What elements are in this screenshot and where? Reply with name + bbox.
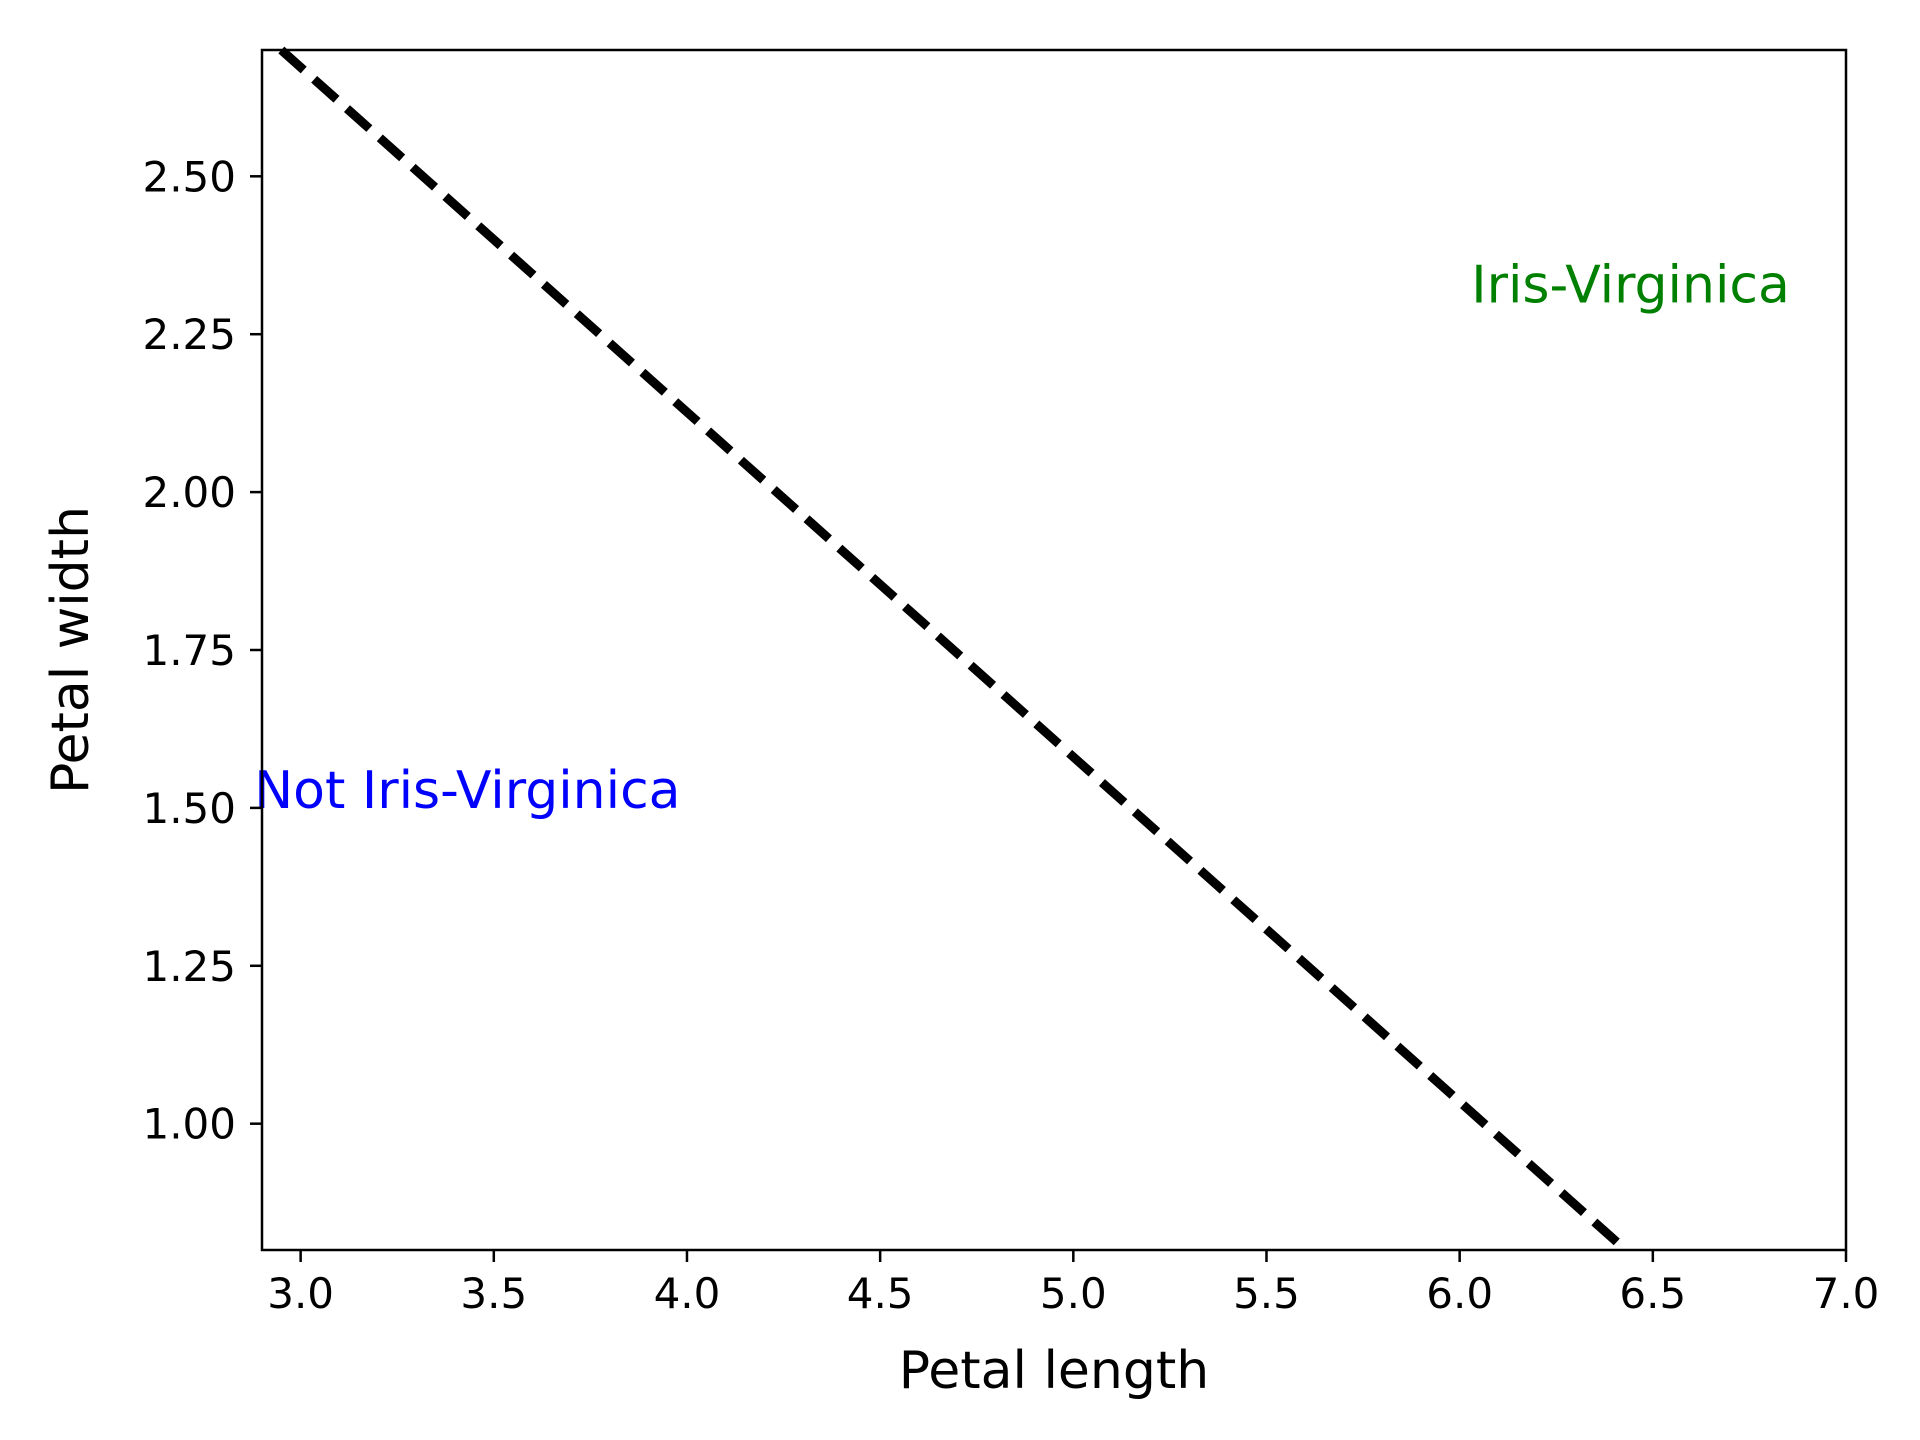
- x-tick-label: 6.0: [1426, 1269, 1493, 1318]
- y-axis-label: Petal width: [41, 506, 101, 794]
- y-tick-label: 2.25: [142, 310, 236, 359]
- x-tick-label: 3.5: [460, 1269, 527, 1318]
- y-tick-label: 1.00: [142, 1100, 236, 1149]
- x-tick-label: 4.0: [654, 1269, 721, 1318]
- x-tick-label: 4.5: [847, 1269, 914, 1318]
- y-tick-label: 1.50: [142, 784, 236, 833]
- y-axis: 1.00 1.25 1.50 1.75 2.00 2.25 2.50: [142, 152, 262, 1149]
- y-tick-label: 2.00: [142, 468, 236, 517]
- decision-boundary-layer: [278, 46, 1629, 1254]
- x-axis-label: Petal length: [899, 1341, 1209, 1401]
- x-tick-label: 6.5: [1619, 1269, 1686, 1318]
- annotation-layer: Iris-Virginica Not Iris-Virginica: [254, 256, 1790, 821]
- y-tick-label: 2.50: [142, 152, 236, 201]
- x-tick-label: 3.0: [267, 1269, 334, 1318]
- x-tick-label: 5.5: [1233, 1269, 1300, 1318]
- annotation-iris-virginica: Iris-Virginica: [1471, 256, 1790, 316]
- y-tick-label: 1.75: [142, 626, 236, 675]
- y-tick-label: 1.25: [142, 942, 236, 991]
- annotation-not-iris-virginica: Not Iris-Virginica: [254, 761, 680, 821]
- decision-boundary-line: [278, 46, 1629, 1254]
- x-axis: 3.0 3.5 4.0 4.5 5.0 5.5 6.0 6.5 7.0: [267, 1250, 1879, 1318]
- plot-background: [262, 50, 1846, 1250]
- x-tick-label: 7.0: [1813, 1269, 1880, 1318]
- x-tick-label: 5.0: [1040, 1269, 1107, 1318]
